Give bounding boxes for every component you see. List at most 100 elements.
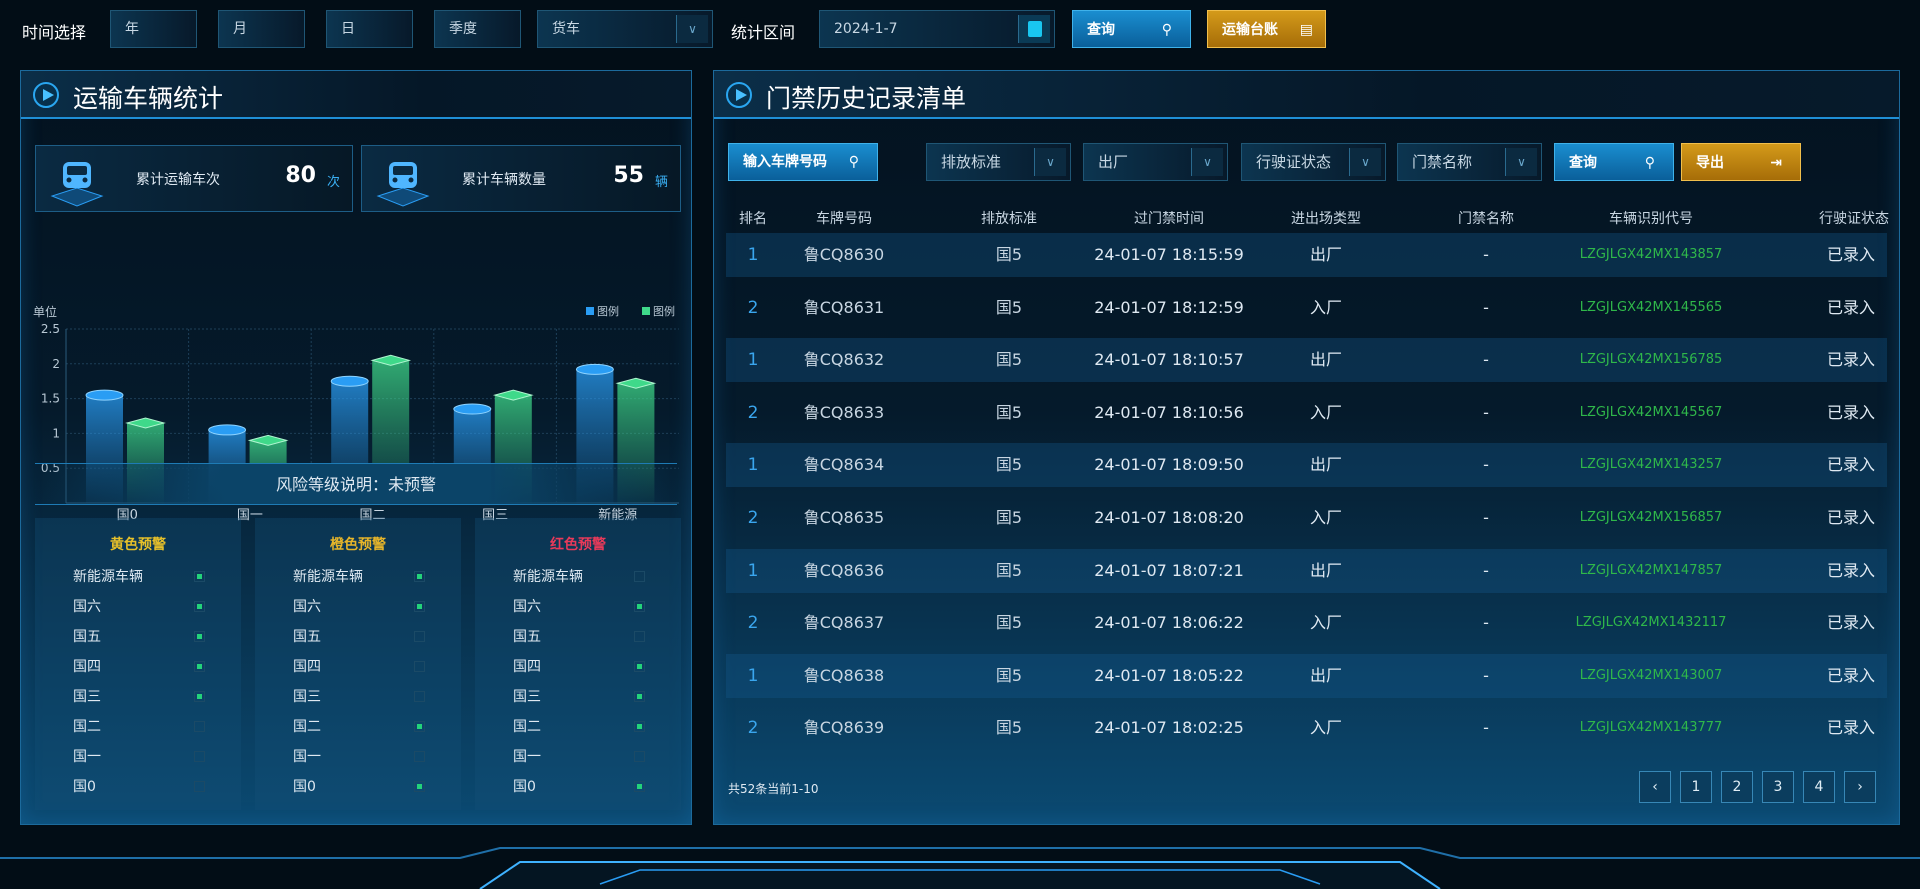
pagination-page-3-button[interactable]: 3 [1762,771,1794,803]
export-label: 导出 [1696,155,1724,171]
day-select[interactable]: 日 [326,10,413,48]
risk-item: 国六 [475,592,681,622]
risk-item-label: 国一 [293,749,321,765]
table-row[interactable]: 1 鲁CQ8632 国5 24-01-07 18:10:57 出厂 - LZGJLGX42M… [726,338,1887,383]
date-range-input[interactable]: 2024-1-7 [819,10,1055,48]
risk-item-label: 国一 [73,749,101,765]
emission-select[interactable]: 排放标准 ∨ [926,143,1071,181]
column-header[interactable]: 排名 [739,211,767,227]
cell-rank: 1 [747,455,759,476]
risk-item: 国一 [255,742,461,772]
cell-plate: 鲁CQ8635 [803,508,885,527]
table-row[interactable]: 2 鲁CQ8639 国5 24-01-07 18:02:25 入厂 - LZGJLGX42M… [726,706,1887,750]
document-icon: ▤ [1299,22,1313,38]
risk-item-label: 新能源车辆 [513,569,583,585]
bottom-frame-decoration [0,847,1920,889]
risk-item: 国二 [35,712,241,742]
cell-gate-time: 24-01-07 18:10:56 [1094,402,1244,422]
column-header[interactable]: 车辆识别代号 [1609,211,1693,227]
bar-cap [575,363,614,375]
table-row[interactable]: 1 鲁CQ8630 国5 24-01-07 18:15:59 出厂 - LZGJLGX42M… [726,233,1887,277]
table-row[interactable]: 1 鲁CQ8638 国5 24-01-07 18:05:22 出厂 - LZGJLGX42M… [726,653,1887,698]
column-header[interactable]: 排放标准 [981,211,1037,227]
table-row[interactable]: 1 鲁CQ8636 国5 24-01-07 18:07:21 出厂 - LZGJLGX42M… [726,548,1887,593]
cell-gate-time: 24-01-07 18:07:21 [1094,560,1244,580]
risk-item-label: 国0 [513,779,536,795]
column-header[interactable]: 门禁名称 [1458,211,1514,227]
inactive-indicator-icon [194,751,205,762]
y-tick-label: 2.5 [41,322,60,336]
inactive-indicator-icon [414,691,425,702]
risk-item-label: 国二 [513,719,541,735]
active-indicator-icon [194,571,205,582]
pagination-page-4-button[interactable]: 4 [1803,771,1835,803]
query-label: 查询 [1569,155,1597,171]
cell-license-status: 已录入 [1826,718,1875,738]
y-tick-label: 1 [52,426,60,440]
chevron-down-icon: ∨ [1505,148,1537,176]
cell-gate-name: - [1483,350,1489,370]
month-select[interactable]: 月 [218,10,305,48]
active-indicator-icon [194,691,205,702]
bar-cap [85,389,124,401]
time-select-label: 时间选择 [22,23,87,42]
column-header[interactable]: 进出场类型 [1291,211,1361,227]
cell-entry-type: 入厂 [1309,508,1343,527]
inactive-indicator-icon [194,781,205,792]
cell-entry-type: 入厂 [1309,297,1343,317]
table-row[interactable]: 2 鲁CQ8637 国5 24-01-07 18:06:22 入厂 - LZGJLGX42M… [726,601,1887,645]
risk-level-banner: 风险等级说明：未预警 [35,463,677,505]
table-row[interactable]: 2 鲁CQ8635 国5 24-01-07 18:08:20 入厂 - LZGJLGX42M… [726,496,1887,540]
risk-item: 国一 [475,742,681,772]
risk-item-label: 国六 [293,599,321,615]
ledger-button[interactable]: 运输台账 ▤ [1207,10,1326,48]
table-row[interactable]: 1 鲁CQ8634 国5 24-01-07 18:09:50 出厂 - LZGJLGX42M… [726,443,1887,488]
pagination-page-1-button[interactable]: 1 [1680,771,1712,803]
direction-select[interactable]: 出厂 ∨ [1083,143,1228,181]
plate-search-input[interactable]: 输入车牌号码 ⚲ [728,143,878,181]
table-row[interactable]: 2 鲁CQ8631 国5 24-01-07 18:12:59 入厂 - LZGJLGX42M… [726,286,1887,330]
license-status-select[interactable]: 行驶证状态 ∨ [1241,143,1386,181]
pagination-page-2-button[interactable]: 2 [1721,771,1753,803]
column-header[interactable]: 行驶证状态 [1819,211,1889,227]
table-row[interactable]: 2 鲁CQ8633 国5 24-01-07 18:10:56 入厂 - LZGJLGX42M… [726,391,1887,435]
cell-rank: 2 [747,402,759,423]
inactive-indicator-icon [414,751,425,762]
play-icon [726,82,752,108]
cell-vin: LZGJLGX42MX147857 [1579,562,1723,578]
car-icon [50,162,104,207]
table-query-button[interactable]: 查询 ⚲ [1554,143,1674,181]
cell-vin: LZGJLGX42MX156857 [1579,510,1723,525]
gate-name-value: 门禁名称 [1412,153,1473,171]
pagination-summary: 共52条当前1-10 [728,782,819,796]
active-indicator-icon [634,781,645,792]
ledger-label: 运输台账 [1222,22,1278,38]
license-status-value: 行驶证状态 [1256,153,1332,171]
emission-value: 排放标准 [941,153,1002,171]
quarter-select[interactable]: 季度 [434,10,521,48]
year-select[interactable]: 年 [110,10,197,48]
risk-column: 橙色预警 新能源车辆 国六 国五 国四 国三 国二 国一 国0 [255,518,461,810]
active-indicator-icon [414,571,425,582]
panel-title: 门禁历史记录清单 [766,84,967,113]
column-header[interactable]: 车牌号码 [816,211,872,227]
calendar-icon[interactable] [1018,15,1050,43]
pagination-next-button[interactable]: › [1844,771,1876,803]
stat-unit: 辆 [654,175,668,190]
query-button[interactable]: 查询 ⚲ [1072,10,1191,48]
risk-item-label: 新能源车辆 [293,569,363,585]
risk-item-label: 国三 [513,689,541,705]
column-header[interactable]: 过门禁时间 [1134,211,1204,227]
export-button[interactable]: 导出 ⇥ [1681,143,1801,181]
bar-cap [492,389,534,401]
pagination-prev-button[interactable]: ‹ [1639,771,1671,803]
vehicle-type-select[interactable]: 货车 ∨ [537,10,713,48]
bar-cap [330,375,369,387]
search-icon: ⚲ [1161,22,1172,38]
cell-plate: 鲁CQ8636 [803,560,885,580]
inactive-indicator-icon [634,631,645,642]
y-axis-label: 单位 [33,304,57,319]
export-icon: ⇥ [1770,155,1782,171]
x-tick-label: 国二 [359,508,385,523]
gate-name-select[interactable]: 门禁名称 ∨ [1397,143,1542,181]
